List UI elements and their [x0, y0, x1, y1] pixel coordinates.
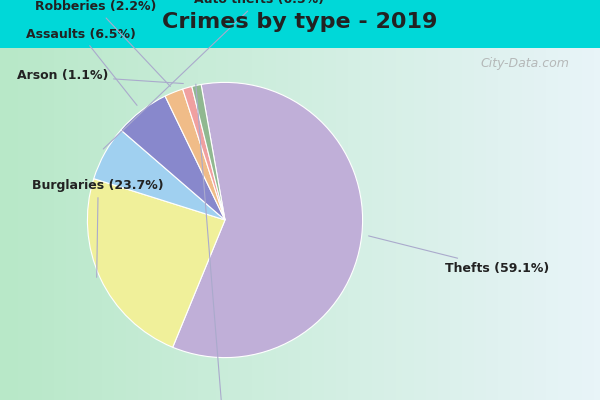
Text: Burglaries (23.7%): Burglaries (23.7%) [32, 179, 164, 277]
Wedge shape [121, 96, 225, 220]
Wedge shape [192, 84, 225, 220]
Text: City-Data.com: City-Data.com [480, 58, 569, 70]
Text: Auto thefts (6.5%): Auto thefts (6.5%) [103, 0, 325, 149]
Text: Robberies (2.2%): Robberies (2.2%) [35, 0, 170, 86]
Wedge shape [182, 86, 225, 220]
Text: Thefts (59.1%): Thefts (59.1%) [368, 236, 550, 275]
Wedge shape [88, 179, 225, 347]
Text: Rapes (1.1%): Rapes (1.1%) [178, 84, 272, 400]
Wedge shape [165, 89, 225, 220]
Wedge shape [173, 82, 362, 358]
Text: Crimes by type - 2019: Crimes by type - 2019 [163, 12, 437, 32]
Text: Arson (1.1%): Arson (1.1%) [17, 69, 184, 84]
Wedge shape [94, 130, 225, 220]
Text: Assaults (6.5%): Assaults (6.5%) [26, 28, 137, 105]
